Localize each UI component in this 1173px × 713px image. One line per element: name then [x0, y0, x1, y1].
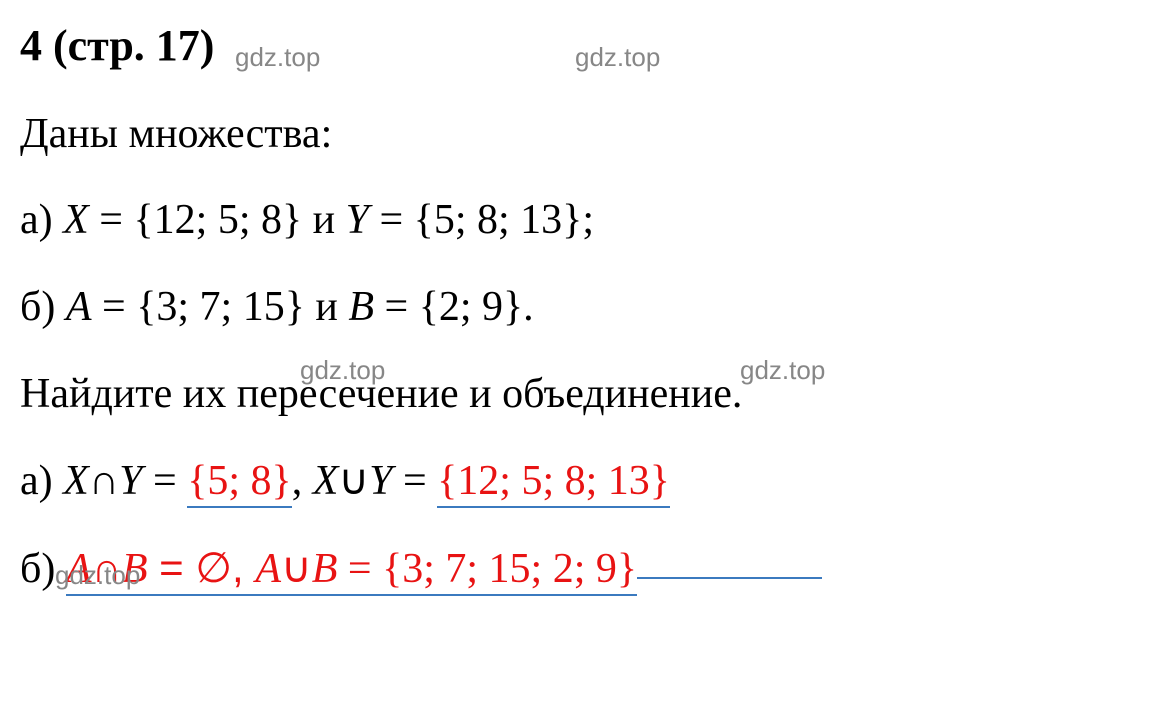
task-text: Найдите их пересечение и объединение. [20, 365, 1153, 424]
comma-a: , [292, 458, 313, 504]
var-Y: Y [346, 197, 369, 243]
label-b: б) [20, 284, 66, 330]
watermark-text: gdz.top [300, 355, 385, 386]
eq-empty-b: = ∅, [148, 544, 256, 591]
set-X: {12; 5; 8} [133, 197, 302, 243]
watermark-text: gdz.top [740, 355, 825, 386]
and-a: и [302, 197, 345, 243]
answer-b-content: A∩B = ∅, A∪B = {3; 7; 15; 2; 9} [66, 546, 637, 596]
label-a: а) [20, 197, 63, 243]
and-b: и [305, 284, 348, 330]
watermark-text: gdz.top [55, 560, 140, 591]
ans-X2: X [313, 458, 339, 504]
answer-tail-line [637, 577, 822, 579]
union-symbol-b: ∪ [281, 546, 312, 592]
ans-A2: A [255, 546, 281, 592]
eq-ans-b: = [337, 546, 382, 592]
ans-B2: B [312, 546, 338, 592]
set-A: {3; 7; 15} [136, 284, 305, 330]
union-result-b: {3; 7; 15; 2; 9} [382, 546, 637, 592]
ans-Y1: Y [119, 458, 142, 504]
inter-result-a: {5; 8} [187, 458, 292, 508]
problem-intro: Даны множества: [20, 105, 1153, 164]
watermark-text: gdz.top [235, 42, 320, 73]
ans-X1: X [63, 458, 89, 504]
var-X: X [63, 197, 89, 243]
union-symbol-a: ∪ [338, 458, 369, 504]
eq-a1: = [89, 197, 134, 243]
answer-a-label: а) [20, 458, 63, 504]
given-set-a: а) X = {12; 5; 8} и Y = {5; 8; 13}; [20, 191, 1153, 250]
watermark-text: gdz.top [575, 42, 660, 73]
union-result-a: {12; 5; 8; 13} [437, 458, 670, 508]
var-B: B [348, 284, 374, 330]
set-Y: {5; 8; 13}; [414, 197, 594, 243]
eq-b2: = [374, 284, 419, 330]
answer-b: б) A∩B = ∅, A∪B = {3; 7; 15; 2; 9} [20, 539, 1153, 599]
set-B: {2; 9}. [419, 284, 534, 330]
given-set-b: б) A = {3; 7; 15} и B = {2; 9}. [20, 278, 1153, 337]
eq-a2: = [369, 197, 414, 243]
answer-a: а) X∩Y = {5; 8}, X∪Y = {12; 5; 8; 13} [20, 452, 1153, 511]
var-A: A [66, 284, 92, 330]
eq-b1: = [92, 284, 137, 330]
eq-ans-a2: = [392, 458, 437, 504]
inter-symbol-a: ∩ [89, 458, 119, 504]
ans-Y2: Y [369, 458, 392, 504]
eq-ans-a1: = [143, 458, 188, 504]
